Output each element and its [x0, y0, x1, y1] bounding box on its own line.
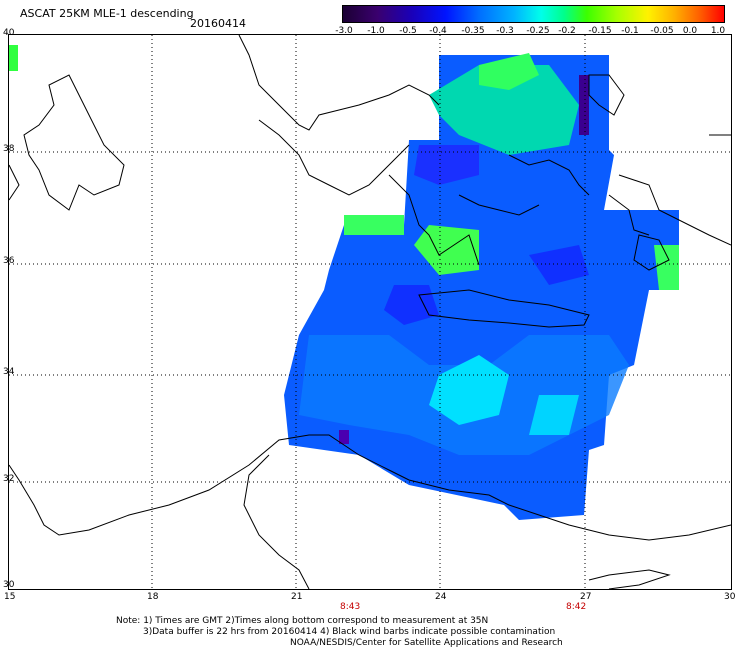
lat-label: 34: [3, 367, 15, 377]
swath-time: 8:42: [566, 602, 587, 612]
map-canvas: [8, 34, 732, 590]
colorbar: [342, 5, 725, 23]
lat-label: 32: [3, 474, 15, 484]
colorbar-tick: -0.05: [650, 26, 674, 36]
product-title: ASCAT 25KM MLE-1 descending: [20, 7, 194, 20]
lon-label: 21: [291, 592, 303, 602]
colorbar-tick: -0.2: [558, 26, 576, 36]
lon-label: 15: [4, 592, 16, 602]
coastlines: [8, 34, 732, 590]
colorbar-tick: -0.25: [526, 26, 550, 36]
lon-label: 18: [147, 592, 159, 602]
lat-label: 38: [3, 144, 15, 154]
lon-label: 30: [724, 592, 736, 602]
lat-label: 40: [3, 28, 15, 38]
lat-lon-grid: [9, 35, 731, 589]
data-swath: [9, 45, 679, 520]
lat-label: 36: [3, 256, 15, 266]
lon-label: 24: [435, 592, 447, 602]
colorbar-tick: -0.35: [461, 26, 485, 36]
colorbar-tick: -0.15: [588, 26, 612, 36]
colorbar-tick: -0.4: [429, 26, 447, 36]
colorbar-tick: -3.0: [335, 26, 353, 36]
note-line-3: NOAA/NESDIS/Center for Satellite Applica…: [290, 638, 563, 648]
colorbar-tick: -0.5: [399, 26, 417, 36]
swath-time: 8:43: [340, 602, 361, 612]
colorbar-tick: -0.1: [621, 26, 639, 36]
colorbar-tick: -1.0: [367, 26, 385, 36]
colorbar-tick: 1.0: [710, 26, 726, 36]
lat-label: 30: [3, 580, 15, 590]
note-line-2: 3)Data buffer is 22 hrs from 20160414 4)…: [143, 627, 556, 637]
product-date: 20160414: [190, 17, 246, 30]
note-line-1: Note: 1) Times are GMT 2)Times along bot…: [116, 616, 489, 626]
colorbar-tick: -0.3: [496, 26, 514, 36]
colorbar-tick: 0.0: [682, 26, 698, 36]
map-panel[interactable]: [8, 34, 732, 590]
lon-label: 27: [580, 592, 592, 602]
